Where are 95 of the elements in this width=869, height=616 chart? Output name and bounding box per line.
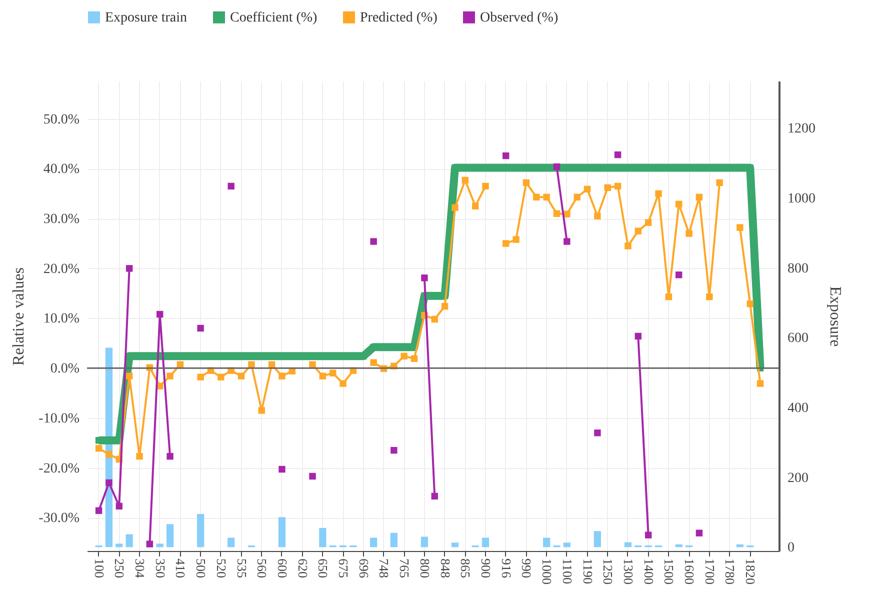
x-tick-label: 696 (356, 558, 372, 578)
point (431, 492, 438, 500)
point (502, 152, 510, 160)
y-tick-label: 40.0% (43, 162, 80, 178)
y-tick-label: 0.0% (50, 362, 80, 377)
bar (126, 534, 133, 548)
point (644, 532, 652, 538)
legend-label: Coefficient (%) (230, 10, 318, 26)
point (594, 430, 601, 436)
point (278, 466, 286, 473)
x-tick-label: 848 (438, 558, 453, 578)
bar (166, 524, 174, 548)
point (390, 446, 398, 454)
y-tick-label: -10.0% (38, 411, 80, 426)
bar (319, 528, 326, 548)
x-tick-label: 865 (458, 558, 474, 578)
bar (390, 532, 398, 548)
x-tick-label: 620 (295, 558, 310, 578)
x-tick-label: 765 (397, 558, 412, 578)
point (95, 507, 102, 514)
x-tick-label: 900 (478, 558, 494, 578)
x-tick-label: 748 (376, 558, 392, 578)
point (564, 238, 570, 245)
y2-axis-title: Exposure (826, 286, 844, 347)
point (634, 332, 642, 340)
x-tick-label: 650 (316, 558, 331, 578)
x-tick-label: 1500 (662, 558, 677, 584)
point (166, 452, 174, 460)
bar (451, 542, 459, 548)
x-tick-label: 675 (336, 558, 352, 578)
point (421, 274, 428, 282)
x-tick-label: 1400 (641, 558, 656, 584)
bar (197, 514, 204, 548)
y2-tick-label: 400 (788, 400, 808, 416)
legend-label: Exposure train (105, 10, 188, 26)
x-tick-label: 560 (254, 558, 270, 578)
bar (370, 538, 378, 548)
x-tick-label: 410 (173, 558, 188, 578)
x-tick-label: 350 (152, 558, 168, 578)
x-tick-label: 100 (92, 558, 107, 578)
x-tick-label: 1250 (600, 558, 616, 584)
point (156, 310, 164, 318)
bar (482, 538, 490, 548)
point (146, 540, 154, 548)
bar (594, 531, 602, 548)
x-tick-label: 600 (274, 558, 290, 578)
y-tick-label: 30.0% (43, 212, 80, 228)
x-tick-label: 990 (519, 558, 534, 578)
point (197, 324, 204, 332)
x-tick-label: 1780 (722, 558, 738, 584)
bar (420, 536, 428, 548)
y2-tick-label: 200 (788, 470, 808, 486)
x-tick-label: 800 (417, 558, 432, 578)
point (696, 530, 703, 536)
x-tick-label: 1820 (743, 558, 758, 584)
bar (228, 538, 235, 548)
x-tick-label: 1600 (682, 558, 698, 584)
bar (156, 544, 164, 548)
bar (563, 542, 570, 548)
x-tick-label: 500 (194, 558, 209, 578)
x-tick-label: 304 (132, 558, 148, 578)
y-axis-title: Relative values (10, 267, 28, 366)
y2-tick-label: 1000 (788, 191, 816, 206)
x-tick-label: 520 (214, 558, 229, 578)
x-tick-label: 1000 (540, 558, 555, 584)
point (106, 479, 112, 486)
point (614, 151, 622, 158)
point (126, 265, 133, 272)
y-tick-label: 10.0% (43, 312, 80, 327)
bar (624, 542, 632, 548)
y2-tick-label: 0 (788, 540, 794, 556)
x-tick-label: 250 (112, 558, 128, 578)
point (228, 182, 234, 190)
x-tick-label: 916 (498, 558, 514, 578)
y2-tick-label: 800 (788, 261, 808, 276)
y-tick-label: -20.0% (38, 461, 80, 476)
y2-tick-label: 1200 (788, 122, 816, 137)
x-tick-label: 1700 (702, 558, 718, 584)
legend-label: Observed (%) (480, 10, 558, 26)
legend-label: Predicted (%) (360, 10, 438, 26)
x-tick-label: 535 (234, 558, 250, 578)
point (116, 502, 123, 510)
y-tick-label: 50.0% (43, 112, 80, 128)
x-tick-label: 1300 (620, 558, 636, 584)
y2-tick-label: 600 (788, 331, 808, 346)
bar (278, 517, 286, 548)
x-tick-label: 1100 (560, 558, 575, 584)
bar (116, 544, 123, 548)
y-tick-label: 20.0% (43, 262, 80, 277)
x-tick-label: 1190 (580, 558, 596, 584)
point (309, 472, 316, 480)
point (370, 238, 377, 245)
point (676, 272, 682, 278)
y-tick-label: -30.0% (38, 511, 80, 526)
bar (543, 538, 550, 548)
